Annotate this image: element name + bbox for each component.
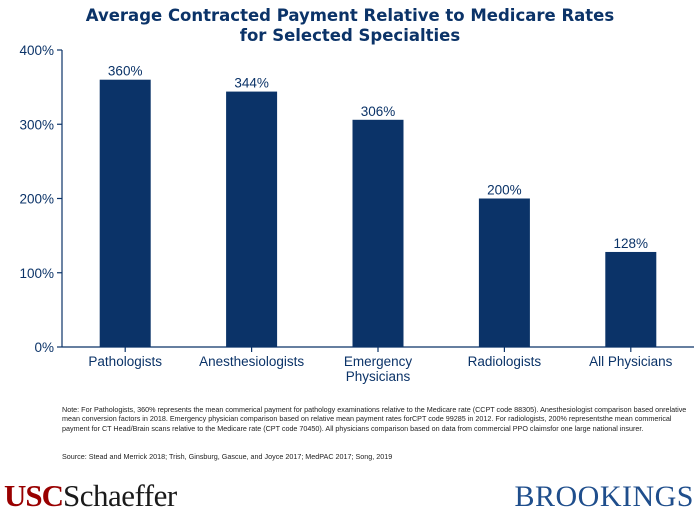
y-tick-label: 100% [19, 266, 54, 281]
chart-title: Average Contracted Payment Relative to M… [0, 6, 700, 46]
x-tick-label: Emergency [344, 354, 413, 369]
schaeffer-logo-part: Schaeffer [63, 478, 177, 513]
data-label: 306% [361, 104, 396, 119]
bar [352, 119, 404, 347]
bar [226, 91, 278, 347]
y-tick-label: 200% [19, 192, 54, 207]
data-label: 344% [234, 76, 269, 91]
x-tick-label: Physicians [346, 369, 411, 384]
data-label: 200% [487, 183, 522, 198]
y-tick-label: 0% [34, 340, 54, 355]
usc-schaeffer-logo: USCSchaeffer [4, 476, 177, 516]
chart-title-line-1: Average Contracted Payment Relative to M… [85, 6, 615, 25]
chart-note: Note: For Pathologists, 360% represents … [62, 405, 687, 433]
y-tick-label: 400% [19, 43, 54, 58]
usc-logo-part: USC [4, 478, 64, 513]
chart-source: Source: Stead and Merrick 2018; Trish, G… [62, 452, 393, 461]
x-tick-label: Pathologists [88, 354, 162, 369]
x-tick-label: All Physicians [589, 354, 673, 369]
bar-chart: 0% 100% 200% 300% 400% 360% Pathologists 344% An… [19, 43, 694, 384]
x-tick-label: Radiologists [468, 354, 542, 369]
y-tick-label: 300% [19, 117, 54, 132]
bar [605, 251, 657, 347]
bar [478, 198, 530, 347]
data-label: 128% [614, 236, 649, 251]
data-label: 360% [108, 64, 143, 79]
chart-title-line-2: for Selected Specialties [239, 26, 461, 45]
bar [99, 79, 151, 347]
brookings-logo: BROOKINGS [514, 480, 694, 513]
x-tick-label: Anesthesiologists [199, 354, 304, 369]
